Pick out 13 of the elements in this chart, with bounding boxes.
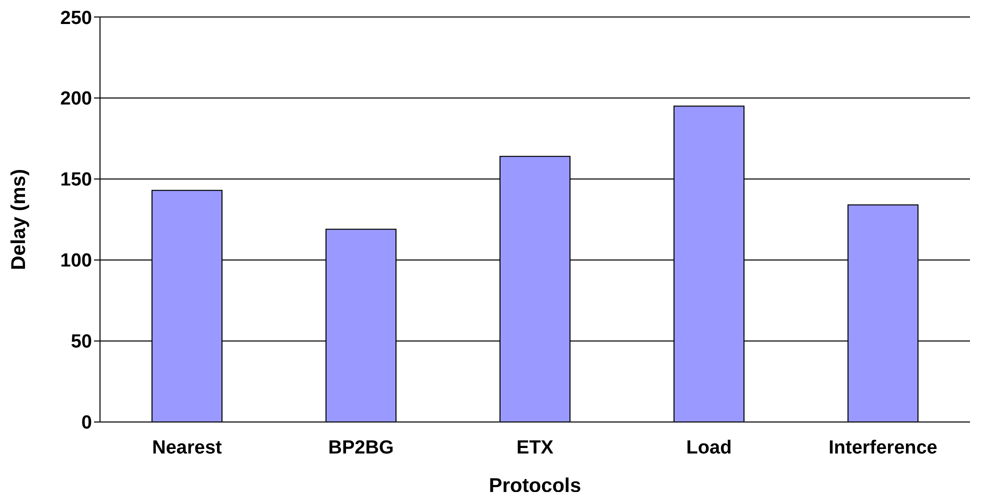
y-tick-label: 150 xyxy=(60,170,92,191)
x-tick-label: Nearest xyxy=(152,437,223,458)
y-tick-label: 0 xyxy=(81,412,92,434)
y-axis-title: Delay (ms) xyxy=(8,168,30,270)
y-tick-label: 50 xyxy=(70,332,92,353)
y-tick-label: 100 xyxy=(60,250,92,272)
x-tick-label: ETX xyxy=(516,437,554,458)
x-tick-label: Load xyxy=(686,437,732,458)
y-tick-label: 200 xyxy=(60,88,92,110)
x-tick-label: Interference xyxy=(828,437,938,458)
x-axis-title: Protocols xyxy=(488,475,582,497)
y-tick-label: 250 xyxy=(60,8,92,29)
x-tick-label: BP2BG xyxy=(328,437,394,458)
